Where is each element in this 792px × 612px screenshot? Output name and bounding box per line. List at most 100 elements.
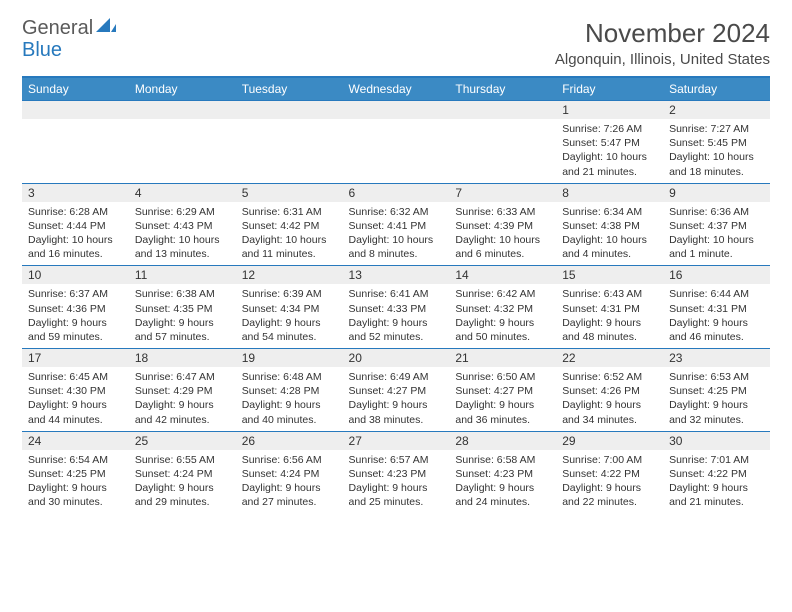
sun-info-line: Sunset: 4:22 PM — [562, 467, 657, 481]
content-cell: Sunrise: 6:58 AMSunset: 4:23 PMDaylight:… — [449, 450, 556, 514]
cell-body: Sunrise: 6:31 AMSunset: 4:42 PMDaylight:… — [236, 202, 343, 266]
content-cell: Sunrise: 6:32 AMSunset: 4:41 PMDaylight:… — [343, 202, 450, 266]
sun-info-line: Sunrise: 6:49 AM — [349, 370, 444, 384]
cell-body: Sunrise: 6:47 AMSunset: 4:29 PMDaylight:… — [129, 367, 236, 431]
sun-info-line: Daylight: 10 hours and 18 minutes. — [669, 150, 764, 178]
header: General Blue November 2024 Algonquin, Il… — [22, 18, 770, 68]
week-4-content-row: Sunrise: 6:54 AMSunset: 4:25 PMDaylight:… — [22, 450, 770, 514]
sun-info-line: Sunrise: 6:55 AM — [135, 453, 230, 467]
sun-info-line: Daylight: 9 hours and 52 minutes. — [349, 316, 444, 344]
sun-info-line: Daylight: 9 hours and 44 minutes. — [28, 398, 123, 426]
sun-info-line: Daylight: 9 hours and 42 minutes. — [135, 398, 230, 426]
content-cell: Sunrise: 6:44 AMSunset: 4:31 PMDaylight:… — [663, 284, 770, 348]
content-cell — [236, 119, 343, 183]
sun-info-line: Sunrise: 6:34 AM — [562, 205, 657, 219]
week-0-date-row: 12 — [22, 101, 770, 120]
content-cell: Sunrise: 6:57 AMSunset: 4:23 PMDaylight:… — [343, 450, 450, 514]
sun-info-line: Sunrise: 6:36 AM — [669, 205, 764, 219]
sun-info-line: Sunrise: 6:39 AM — [242, 287, 337, 301]
date-cell: 13 — [343, 266, 450, 285]
sun-info-line: Sunrise: 6:56 AM — [242, 453, 337, 467]
sun-info-line: Daylight: 9 hours and 24 minutes. — [455, 481, 550, 509]
content-cell — [22, 119, 129, 183]
content-cell: Sunrise: 6:48 AMSunset: 4:28 PMDaylight:… — [236, 367, 343, 431]
sun-info-line: Sunrise: 6:53 AM — [669, 370, 764, 384]
month-title: November 2024 — [555, 18, 770, 49]
cell-body: Sunrise: 7:00 AMSunset: 4:22 PMDaylight:… — [556, 450, 663, 514]
content-cell: Sunrise: 6:55 AMSunset: 4:24 PMDaylight:… — [129, 450, 236, 514]
sun-info-line: Sunset: 4:25 PM — [28, 467, 123, 481]
sun-info-line: Sunset: 4:24 PM — [135, 467, 230, 481]
logo-text-general: General — [22, 17, 93, 39]
sun-info-line: Sunrise: 6:29 AM — [135, 205, 230, 219]
sun-info-line: Daylight: 10 hours and 1 minute. — [669, 233, 764, 261]
cell-body: Sunrise: 6:44 AMSunset: 4:31 PMDaylight:… — [663, 284, 770, 348]
date-cell: 26 — [236, 431, 343, 450]
content-cell: Sunrise: 6:43 AMSunset: 4:31 PMDaylight:… — [556, 284, 663, 348]
cell-body: Sunrise: 6:52 AMSunset: 4:26 PMDaylight:… — [556, 367, 663, 431]
cell-body: Sunrise: 6:33 AMSunset: 4:39 PMDaylight:… — [449, 202, 556, 266]
day-header-row: SundayMondayTuesdayWednesdayThursdayFrid… — [22, 77, 770, 101]
cell-body: Sunrise: 6:58 AMSunset: 4:23 PMDaylight:… — [449, 450, 556, 514]
sun-info-line: Sunset: 4:38 PM — [562, 219, 657, 233]
week-0-content-row: Sunrise: 7:26 AMSunset: 5:47 PMDaylight:… — [22, 119, 770, 183]
cell-body: Sunrise: 6:38 AMSunset: 4:35 PMDaylight:… — [129, 284, 236, 348]
sun-info-line: Sunset: 4:23 PM — [455, 467, 550, 481]
content-cell — [343, 119, 450, 183]
sun-info-line: Sunset: 4:29 PM — [135, 384, 230, 398]
content-cell: Sunrise: 6:31 AMSunset: 4:42 PMDaylight:… — [236, 202, 343, 266]
sun-info-line: Sunset: 5:45 PM — [669, 136, 764, 150]
sun-info-line: Daylight: 10 hours and 21 minutes. — [562, 150, 657, 178]
content-cell: Sunrise: 6:36 AMSunset: 4:37 PMDaylight:… — [663, 202, 770, 266]
sun-info-line: Daylight: 9 hours and 25 minutes. — [349, 481, 444, 509]
sun-info-line: Sunrise: 6:28 AM — [28, 205, 123, 219]
day-header-tuesday: Tuesday — [236, 77, 343, 101]
calendar-table: SundayMondayTuesdayWednesdayThursdayFrid… — [22, 76, 770, 513]
sun-info-line: Sunrise: 6:42 AM — [455, 287, 550, 301]
sun-info-line: Sunset: 4:22 PM — [669, 467, 764, 481]
location: Algonquin, Illinois, United States — [555, 51, 770, 68]
cell-body: Sunrise: 6:50 AMSunset: 4:27 PMDaylight:… — [449, 367, 556, 431]
date-cell: 15 — [556, 266, 663, 285]
week-4-date-row: 24252627282930 — [22, 431, 770, 450]
date-cell: 12 — [236, 266, 343, 285]
cell-body — [22, 119, 129, 179]
content-cell: Sunrise: 7:27 AMSunset: 5:45 PMDaylight:… — [663, 119, 770, 183]
date-cell: 14 — [449, 266, 556, 285]
cell-body: Sunrise: 6:43 AMSunset: 4:31 PMDaylight:… — [556, 284, 663, 348]
sun-info-line: Daylight: 9 hours and 29 minutes. — [135, 481, 230, 509]
week-2-date-row: 10111213141516 — [22, 266, 770, 285]
sun-info-line: Sunset: 4:35 PM — [135, 302, 230, 316]
date-cell: 30 — [663, 431, 770, 450]
date-cell: 21 — [449, 349, 556, 368]
cell-body: Sunrise: 6:34 AMSunset: 4:38 PMDaylight:… — [556, 202, 663, 266]
sun-info-line: Daylight: 9 hours and 22 minutes. — [562, 481, 657, 509]
day-header-monday: Monday — [129, 77, 236, 101]
sun-info-line: Sunset: 4:23 PM — [349, 467, 444, 481]
content-cell: Sunrise: 6:37 AMSunset: 4:36 PMDaylight:… — [22, 284, 129, 348]
sun-info-line: Sunrise: 6:58 AM — [455, 453, 550, 467]
cell-body: Sunrise: 6:41 AMSunset: 4:33 PMDaylight:… — [343, 284, 450, 348]
sun-info-line: Sunset: 4:30 PM — [28, 384, 123, 398]
cell-body: Sunrise: 6:39 AMSunset: 4:34 PMDaylight:… — [236, 284, 343, 348]
sun-info-line: Sunset: 4:39 PM — [455, 219, 550, 233]
cell-body: Sunrise: 6:37 AMSunset: 4:36 PMDaylight:… — [22, 284, 129, 348]
content-cell: Sunrise: 6:34 AMSunset: 4:38 PMDaylight:… — [556, 202, 663, 266]
date-cell: 10 — [22, 266, 129, 285]
cell-body: Sunrise: 6:29 AMSunset: 4:43 PMDaylight:… — [129, 202, 236, 266]
content-cell — [449, 119, 556, 183]
sun-info-line: Sunset: 4:27 PM — [455, 384, 550, 398]
week-3-date-row: 17181920212223 — [22, 349, 770, 368]
content-cell: Sunrise: 7:26 AMSunset: 5:47 PMDaylight:… — [556, 119, 663, 183]
date-cell: 22 — [556, 349, 663, 368]
cell-body: Sunrise: 6:57 AMSunset: 4:23 PMDaylight:… — [343, 450, 450, 514]
date-cell: 16 — [663, 266, 770, 285]
cell-body: Sunrise: 6:48 AMSunset: 4:28 PMDaylight:… — [236, 367, 343, 431]
sun-info-line: Sunset: 4:32 PM — [455, 302, 550, 316]
day-header-saturday: Saturday — [663, 77, 770, 101]
date-cell — [129, 101, 236, 120]
cell-body: Sunrise: 7:26 AMSunset: 5:47 PMDaylight:… — [556, 119, 663, 183]
cell-body: Sunrise: 6:56 AMSunset: 4:24 PMDaylight:… — [236, 450, 343, 514]
sun-info-line: Sunrise: 6:44 AM — [669, 287, 764, 301]
sun-info-line: Sunset: 4:41 PM — [349, 219, 444, 233]
